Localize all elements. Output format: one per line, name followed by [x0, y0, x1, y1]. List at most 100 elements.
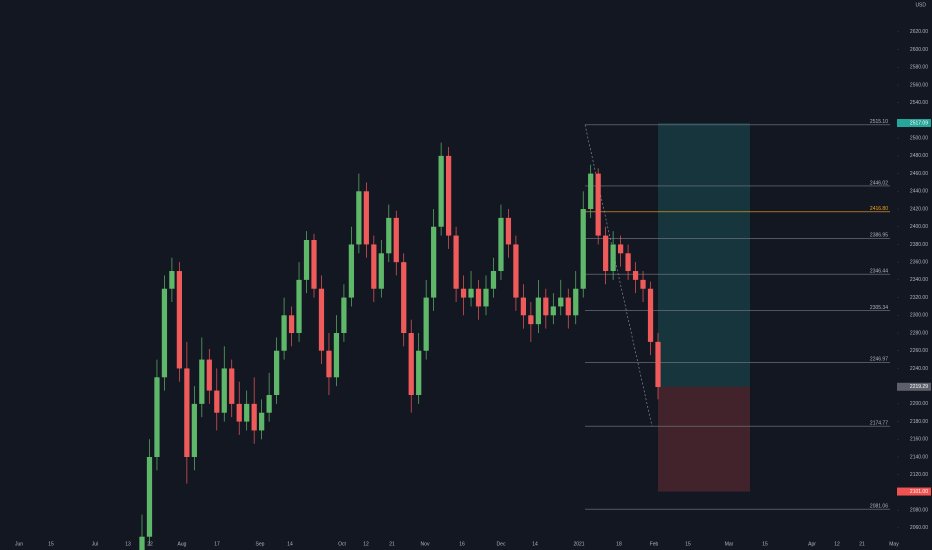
price-tag-label: 2517.09 [910, 120, 928, 126]
x-tick-label: 12 [363, 541, 369, 547]
y-tick-label: 2160.00 [910, 437, 928, 443]
x-tick-label: 13 [125, 541, 131, 547]
candle-body [588, 173, 594, 210]
candle-body [423, 297, 429, 351]
x-tick-label: Nov [421, 541, 430, 547]
loss-zone [658, 386, 750, 492]
x-tick-label: Mar [725, 541, 734, 547]
candle-body [573, 288, 579, 316]
candle-body [513, 244, 519, 298]
candle-body [445, 155, 452, 236]
currency-label: USD [915, 2, 926, 8]
y-tick-label: 2480.00 [910, 153, 928, 159]
candle-body [520, 297, 527, 316]
candle-body [311, 240, 317, 289]
y-tick-label: 2060.00 [910, 525, 928, 531]
x-tick-label: 21 [389, 541, 395, 547]
candle-body [288, 315, 295, 334]
y-tick-label: 2360.00 [910, 259, 928, 265]
y-tick-label: 2340.00 [910, 277, 928, 283]
candle-body [543, 297, 549, 316]
y-tick-label: 2180.00 [910, 419, 928, 425]
candle-body [318, 288, 325, 351]
fib-label: 2346.44 [870, 268, 888, 274]
price-tag [897, 382, 931, 391]
candle-body [603, 235, 609, 272]
candle-body [191, 403, 197, 458]
price-tag-label: 2219.29 [910, 384, 928, 390]
candle-body [139, 536, 145, 550]
x-tick-label: 15 [48, 541, 54, 547]
fib-label: 2081.06 [870, 504, 888, 510]
candle-body [655, 341, 661, 388]
candle-body [333, 333, 340, 378]
candle-body [378, 253, 384, 289]
y-tick-label: 2280.00 [910, 330, 928, 336]
fib-label: 2174.77 [870, 421, 888, 427]
x-tick-label: 12 [834, 541, 840, 547]
x-tick-label: 14 [532, 541, 538, 547]
y-tick-label: 2200.00 [910, 401, 928, 407]
y-tick-label: 2460.00 [910, 171, 928, 177]
candle-body [438, 155, 444, 227]
x-tick-label: Dec [497, 541, 506, 547]
candle-body [184, 368, 190, 458]
x-tick-label: Aug [178, 541, 187, 547]
candle-body [640, 279, 646, 289]
candle-body [348, 244, 355, 298]
candle-body [460, 288, 467, 298]
price-tag [897, 487, 931, 496]
candle-body [296, 279, 302, 334]
y-tick-label: 2380.00 [910, 242, 928, 248]
y-tick-label: 2580.00 [910, 65, 928, 71]
x-tick-label: Jul [92, 541, 98, 547]
candle-body [505, 217, 512, 245]
candle-body [251, 403, 257, 431]
fib-label: 2246.97 [870, 357, 888, 363]
candle-body [610, 244, 616, 272]
candle-body [326, 350, 332, 378]
candle-body [625, 253, 631, 272]
candle-body [595, 173, 601, 236]
y-tick-label: 2260.00 [910, 348, 928, 354]
x-tick-label: 22 [147, 541, 153, 547]
candle-body [371, 244, 377, 289]
candle-body [453, 235, 459, 289]
candle-body [565, 297, 571, 316]
fib-label: 2386.95 [870, 233, 888, 239]
candle-body [632, 271, 639, 280]
candle-body [483, 288, 489, 307]
x-tick-label: 16 [459, 541, 465, 547]
candle-body [146, 457, 153, 537]
candle-body [244, 403, 250, 422]
y-tick-label: 2140.00 [910, 454, 928, 460]
x-tick-label: 15 [762, 541, 768, 547]
candle-body [236, 403, 242, 422]
candle-body [154, 377, 160, 458]
candle-body [356, 191, 362, 245]
candle-body [221, 368, 227, 413]
candle-body [199, 359, 205, 404]
x-tick-label: 2021 [573, 541, 584, 547]
candle-body [558, 297, 564, 307]
candle-body [341, 297, 347, 334]
candle-body [490, 271, 497, 289]
candle-body [528, 315, 534, 325]
fib-label: 2515.10 [870, 119, 888, 125]
y-tick-label: 2080.00 [910, 507, 928, 513]
y-tick-label: 2560.00 [910, 82, 928, 88]
x-tick-label: May [889, 541, 899, 547]
x-tick-label: Sep [256, 541, 265, 547]
candle-body [229, 368, 235, 404]
candle-body [259, 412, 265, 431]
candle-body [647, 288, 654, 342]
candle-body [363, 191, 369, 245]
price-tag [897, 119, 931, 128]
x-tick-label: Jun [15, 541, 23, 547]
y-tick-label: 2500.00 [910, 135, 928, 141]
fib-label: 2416.80 [870, 206, 888, 212]
candle-body [550, 306, 556, 316]
